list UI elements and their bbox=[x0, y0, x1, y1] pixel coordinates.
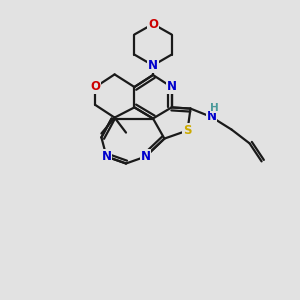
Text: N: N bbox=[206, 110, 217, 124]
Text: N: N bbox=[101, 150, 112, 163]
Text: N: N bbox=[167, 80, 177, 94]
Text: N: N bbox=[140, 150, 151, 163]
Text: S: S bbox=[183, 124, 192, 137]
Text: O: O bbox=[90, 80, 100, 94]
Text: N: N bbox=[148, 59, 158, 72]
Text: O: O bbox=[148, 17, 158, 31]
Text: H: H bbox=[210, 103, 219, 113]
